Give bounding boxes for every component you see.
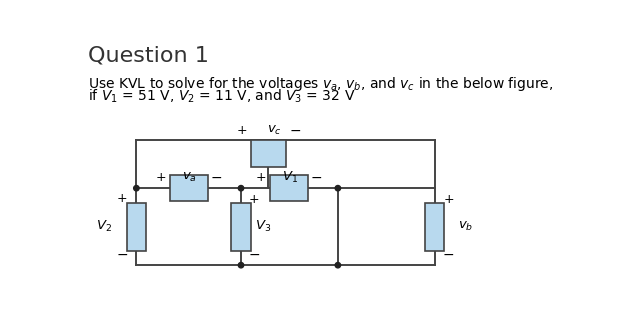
Text: −: − (116, 248, 128, 262)
Circle shape (134, 185, 139, 191)
Text: +: + (236, 124, 247, 137)
Bar (232, 203, 250, 250)
Text: −: − (211, 171, 222, 184)
Text: +: + (156, 171, 167, 184)
Text: Use KVL to solve for the voltages $v_a$, $v_b$, and $v_c$ in the below figure,: Use KVL to solve for the voltages $v_a$,… (88, 75, 553, 93)
Text: $v_b$: $v_b$ (458, 220, 473, 233)
Bar (126, 203, 146, 250)
Text: +: + (249, 193, 260, 206)
Bar (270, 175, 309, 201)
Text: −: − (443, 247, 454, 262)
Text: −: − (289, 123, 301, 137)
Bar (170, 175, 208, 201)
Text: $v_c$: $v_c$ (267, 124, 282, 137)
Text: Question 1: Question 1 (88, 46, 208, 66)
Text: if $V_1$ = 51 V, $V_2$ = 11 V, and $V_3$ = 32 V: if $V_1$ = 51 V, $V_2$ = 11 V, and $V_3$… (88, 87, 355, 105)
Text: $V_2$: $V_2$ (96, 219, 111, 234)
Text: +: + (117, 192, 128, 205)
Text: −: − (249, 247, 260, 262)
Text: −: − (310, 171, 322, 184)
Circle shape (335, 262, 341, 268)
Bar (250, 140, 285, 167)
Circle shape (335, 185, 341, 191)
Text: +: + (256, 171, 267, 184)
Circle shape (239, 262, 244, 268)
Circle shape (239, 185, 244, 191)
Text: $V_1$: $V_1$ (282, 170, 298, 185)
Text: $V_3$: $V_3$ (255, 219, 271, 234)
Text: $v_a$: $v_a$ (182, 171, 197, 184)
Text: +: + (443, 193, 454, 206)
Bar (425, 203, 444, 250)
